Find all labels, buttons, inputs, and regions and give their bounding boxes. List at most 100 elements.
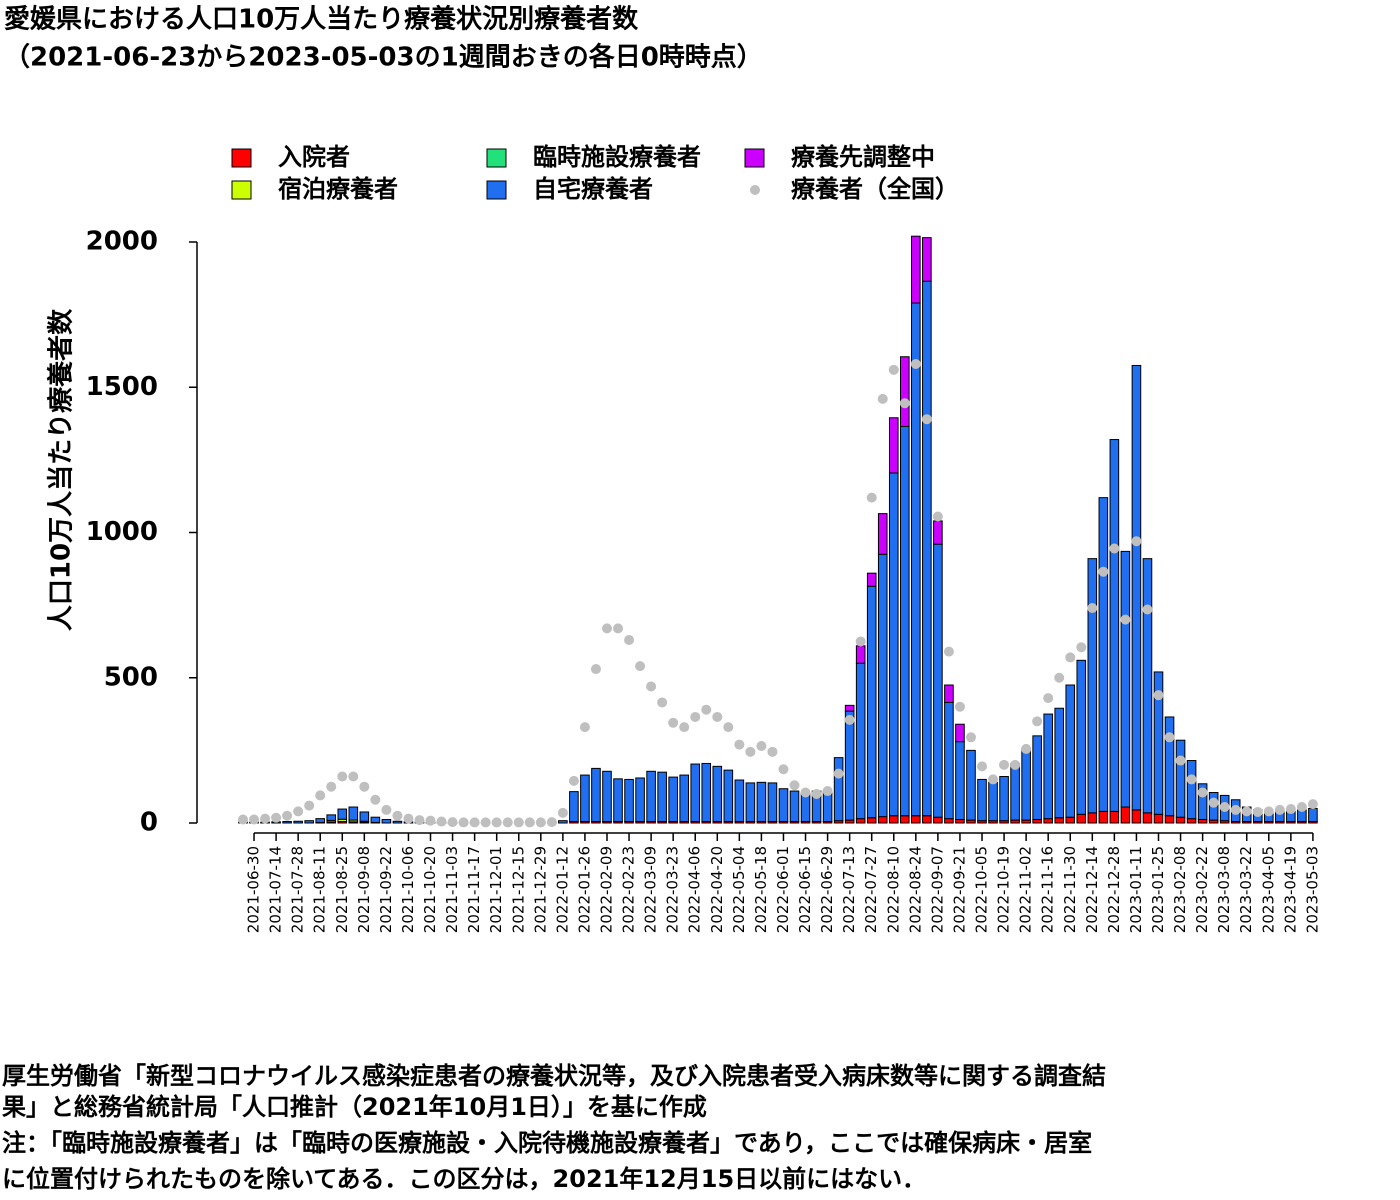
bar-segment <box>933 816 943 824</box>
legend-swatch <box>231 148 252 168</box>
legend-label: 宿泊療養者 <box>278 175 398 203</box>
national-point <box>359 781 370 792</box>
bar-segment <box>999 776 1009 822</box>
bar-segment <box>613 778 623 823</box>
bar-segment <box>944 701 954 820</box>
national-point <box>1087 603 1098 614</box>
x-tick-label: 2022-09-21 <box>950 846 968 933</box>
national-point <box>988 774 999 785</box>
national-point <box>425 815 436 826</box>
national-point <box>568 775 579 786</box>
national-point <box>943 646 954 657</box>
bar-segment <box>789 790 800 823</box>
x-tick-label: 2022-12-28 <box>1105 846 1123 933</box>
bar-segment <box>569 791 579 823</box>
national-point <box>965 732 976 743</box>
bar-segment <box>1109 810 1120 824</box>
x-tick-label: 2022-06-15 <box>796 846 814 933</box>
x-tick-label: 2023-05-03 <box>1303 846 1321 933</box>
bar-segment <box>767 782 778 823</box>
bar-segment <box>1197 819 1208 824</box>
bar-segment <box>933 520 943 545</box>
y-tick-label: 1000 <box>86 517 158 547</box>
x-tick-label: 2021-11-03 <box>443 846 461 933</box>
bar-segment <box>866 817 877 824</box>
national-point <box>877 393 888 404</box>
x-tick-label: 2021-07-14 <box>267 846 285 933</box>
bar-segment <box>922 237 932 282</box>
national-point <box>899 398 910 409</box>
bar-segment <box>282 821 292 824</box>
bar-segment <box>922 280 932 817</box>
bar-segment <box>944 818 954 824</box>
national-point <box>590 664 601 675</box>
x-tick-label: 2022-02-09 <box>597 846 615 933</box>
national-point <box>557 807 568 818</box>
national-point <box>414 815 425 826</box>
footnote: 注：「臨時施設療養者」は「臨時の医療施設・入院待機施設療養者」であり，ここでは確… <box>2 1129 1092 1157</box>
national-point <box>701 704 712 715</box>
bar-segment <box>877 816 888 824</box>
bar-segment <box>1131 364 1142 811</box>
x-tick-label: 2021-07-28 <box>289 846 307 933</box>
national-point <box>646 681 657 692</box>
national-point <box>1032 716 1043 727</box>
bar-segment <box>1308 807 1318 823</box>
bar-segment <box>911 815 921 824</box>
national-point <box>458 817 469 828</box>
legend-swatch <box>486 148 507 168</box>
national-point <box>932 511 943 522</box>
national-point <box>392 810 403 821</box>
x-tick-label: 2023-03-22 <box>1237 846 1255 933</box>
bar-segment <box>944 684 954 703</box>
bar-segment <box>1109 439 1120 812</box>
x-tick-label: 2022-06-29 <box>818 846 836 933</box>
bar-segment <box>679 774 690 823</box>
x-tick-label: 2021-12-15 <box>509 846 527 933</box>
legend-label: 臨時施設療養者 <box>533 143 701 171</box>
national-point <box>403 813 414 824</box>
bar-segment <box>855 818 866 824</box>
bar-segment <box>1164 815 1175 824</box>
national-point <box>1120 614 1131 625</box>
national-point <box>954 701 965 712</box>
x-tick-label: 2023-02-22 <box>1193 846 1211 933</box>
national-point <box>1065 652 1076 663</box>
national-point <box>249 814 260 825</box>
bar-segment <box>1087 812 1098 824</box>
legend-marker <box>750 185 760 195</box>
national-point <box>822 786 833 797</box>
bar-segment <box>977 778 987 822</box>
national-point <box>613 623 624 634</box>
bar-segment <box>1186 760 1197 820</box>
national-point <box>326 781 337 792</box>
bar-segment <box>690 763 701 823</box>
national-point <box>1054 672 1065 683</box>
national-point <box>888 364 899 375</box>
national-point <box>1142 604 1153 615</box>
national-point <box>690 711 701 722</box>
bar-segment <box>955 723 965 743</box>
x-tick-label: 2023-04-19 <box>1281 846 1299 933</box>
x-tick-label: 2023-02-08 <box>1171 846 1189 933</box>
national-point <box>1296 802 1307 813</box>
x-tick-label: 2023-01-11 <box>1127 846 1145 933</box>
bar-segment <box>1076 813 1087 824</box>
bar-segment <box>855 662 866 820</box>
x-tick-label: 2022-05-04 <box>730 846 748 933</box>
x-tick-label: 2022-11-16 <box>1039 846 1057 933</box>
national-point <box>1164 732 1175 743</box>
national-point <box>745 746 756 757</box>
national-point <box>657 697 668 708</box>
bar-segment <box>381 819 392 824</box>
x-tick-label: 2022-05-18 <box>752 846 770 933</box>
national-point <box>436 816 447 827</box>
national-point <box>535 817 546 828</box>
bar-segment <box>877 553 888 818</box>
national-point <box>513 817 524 828</box>
national-point <box>1263 806 1274 817</box>
bar-segment <box>900 356 910 427</box>
footnote: 果」と総務省統計局「人口推計（2021年10月1日）」を基に作成 <box>2 1093 707 1121</box>
bar-segment <box>1054 817 1065 824</box>
national-point <box>337 771 348 782</box>
